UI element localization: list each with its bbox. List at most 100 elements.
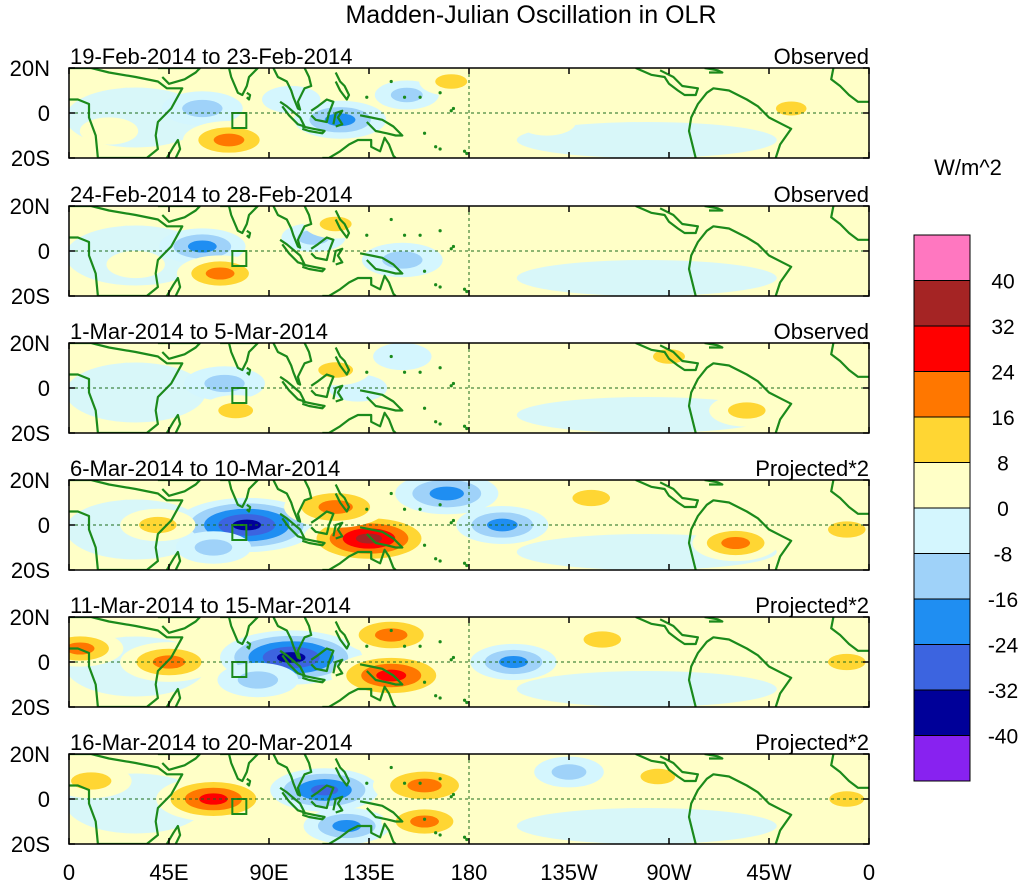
- java-outline: [301, 537, 326, 547]
- central-america-outline: [635, 206, 699, 235]
- colorbar-label: -32: [988, 680, 1018, 703]
- philippines-outline: [334, 758, 351, 787]
- anomaly-positive-level: [546, 206, 605, 231]
- panel-period-label: 19-Feb-2014 to 23-Feb-2014: [70, 44, 353, 69]
- island-dot: [422, 680, 427, 684]
- panel-kind-label: Projected*2: [755, 730, 869, 755]
- panel-period-label: 11-Mar-2014 to 15-Mar-2014: [70, 593, 351, 618]
- island-dot: [434, 283, 438, 287]
- x-tick-label: 135W: [540, 860, 598, 885]
- anomaly-positive-level: [435, 74, 468, 89]
- anomaly-negative-level: [187, 240, 217, 253]
- island-dot: [402, 95, 407, 99]
- indochina-outline: [272, 480, 313, 523]
- panels: 20N 0 20S 19-Feb-2014 to 23-Feb-2014 Observe…: [10, 44, 870, 857]
- philippines-outline: [334, 621, 351, 650]
- y-tick-label: 20N: [10, 56, 50, 81]
- panel-1: 20N 0 20S 19-Feb-2014 to 23-Feb-2014 Observe…: [10, 44, 870, 171]
- y-tick-label: 20S: [11, 146, 50, 171]
- anomaly-field: [69, 756, 869, 844]
- indochina-outline: [272, 617, 313, 660]
- central-america-outline: [635, 68, 699, 97]
- island-dot: [462, 287, 467, 291]
- colorbar: W/m^2 40 32 24 16 8 0 -8 -16 -24 -32 -40: [913, 155, 1019, 782]
- colorbar-segment: [913, 598, 971, 645]
- colorbar-label: 16: [991, 407, 1014, 430]
- island-dot: [418, 95, 422, 99]
- anomaly-positive-level: [319, 216, 352, 232]
- philippines-outline: [334, 210, 351, 239]
- colorbar-label: 8: [997, 453, 1009, 476]
- x-tick-label: 135E: [343, 860, 394, 885]
- island-dot: [418, 644, 422, 648]
- panel-period-label: 1-Mar-2014 to 5-Mar-2014: [70, 319, 328, 344]
- anomaly-negative-level: [204, 374, 245, 393]
- y-tick-label: 0: [38, 513, 50, 538]
- island-dot: [422, 817, 427, 821]
- india-outline: [220, 754, 259, 783]
- y-tick-label: 20N: [10, 468, 50, 493]
- colorbar-label: -16: [988, 589, 1018, 612]
- colorbar-units: W/m^2: [934, 155, 1002, 180]
- caribbean-outline: [704, 68, 724, 74]
- island-dot: [462, 561, 467, 565]
- island-dot: [465, 151, 469, 156]
- central-america-outline: [635, 617, 699, 646]
- colorbar-segment: [913, 325, 971, 372]
- caribbean-outline: [704, 754, 724, 760]
- new-guinea-outline: [359, 114, 404, 137]
- arabia-outline: [157, 206, 202, 223]
- island-dot: [451, 381, 456, 386]
- island-dot: [365, 95, 369, 99]
- borneo-outline: [310, 784, 335, 810]
- colorbar-segment: [913, 280, 971, 327]
- panel-period-label: 16-Mar-2014 to 20-Mar-2014: [70, 730, 352, 755]
- sulawesi-outline: [332, 247, 344, 266]
- anomaly-positive-level: [517, 108, 576, 136]
- sulawesi-outline: [332, 658, 344, 677]
- island-dot: [462, 698, 467, 702]
- anomaly-positive-level: [218, 402, 254, 419]
- anomaly-positive-level: [775, 101, 807, 116]
- borneo-outline: [310, 236, 335, 262]
- island-dot: [451, 244, 456, 249]
- west-africa-edge-outline: [830, 343, 869, 378]
- island-dot: [402, 233, 407, 237]
- anomaly-positive-level: [71, 772, 112, 790]
- background-band: [516, 260, 777, 296]
- india-outline: [220, 206, 259, 235]
- island-dot: [418, 781, 422, 785]
- java-outline: [301, 400, 326, 410]
- background-band: [69, 362, 206, 423]
- island-dot: [449, 109, 453, 113]
- new-guinea-outline: [359, 389, 404, 412]
- anomaly-positive-level: [727, 402, 766, 419]
- colorbar-label: 24: [991, 362, 1015, 385]
- y-tick-label: 20S: [11, 421, 50, 446]
- arabia-outline: [157, 343, 202, 360]
- x-tick-label: 0: [63, 860, 75, 885]
- sri-lanka-outline: [246, 91, 252, 101]
- y-tick-label: 20S: [11, 284, 50, 309]
- arabia-outline: [157, 480, 202, 497]
- australia-outline: [322, 411, 397, 433]
- panel-kind-label: Projected*2: [755, 593, 869, 618]
- anomaly-positive-level: [79, 117, 139, 145]
- anomaly-negative-level: [373, 343, 432, 371]
- island-dot: [422, 131, 427, 135]
- anomaly-positive-level: [106, 250, 165, 279]
- java-outline: [301, 811, 326, 821]
- central-america-outline: [635, 343, 699, 372]
- y-tick-label: 0: [38, 787, 50, 812]
- anomaly-negative-level: [390, 87, 423, 103]
- colorbar-label: -24: [988, 635, 1019, 658]
- coastlines: [69, 617, 869, 707]
- island-dot: [465, 289, 469, 294]
- coastlines: [69, 68, 869, 158]
- colorbar-label: -40: [988, 726, 1018, 749]
- south-america-outline: [687, 773, 793, 844]
- island-dot: [389, 628, 393, 633]
- island-dot: [438, 91, 442, 95]
- sulawesi-outline: [332, 109, 344, 128]
- anomaly-negative-level: [429, 486, 464, 501]
